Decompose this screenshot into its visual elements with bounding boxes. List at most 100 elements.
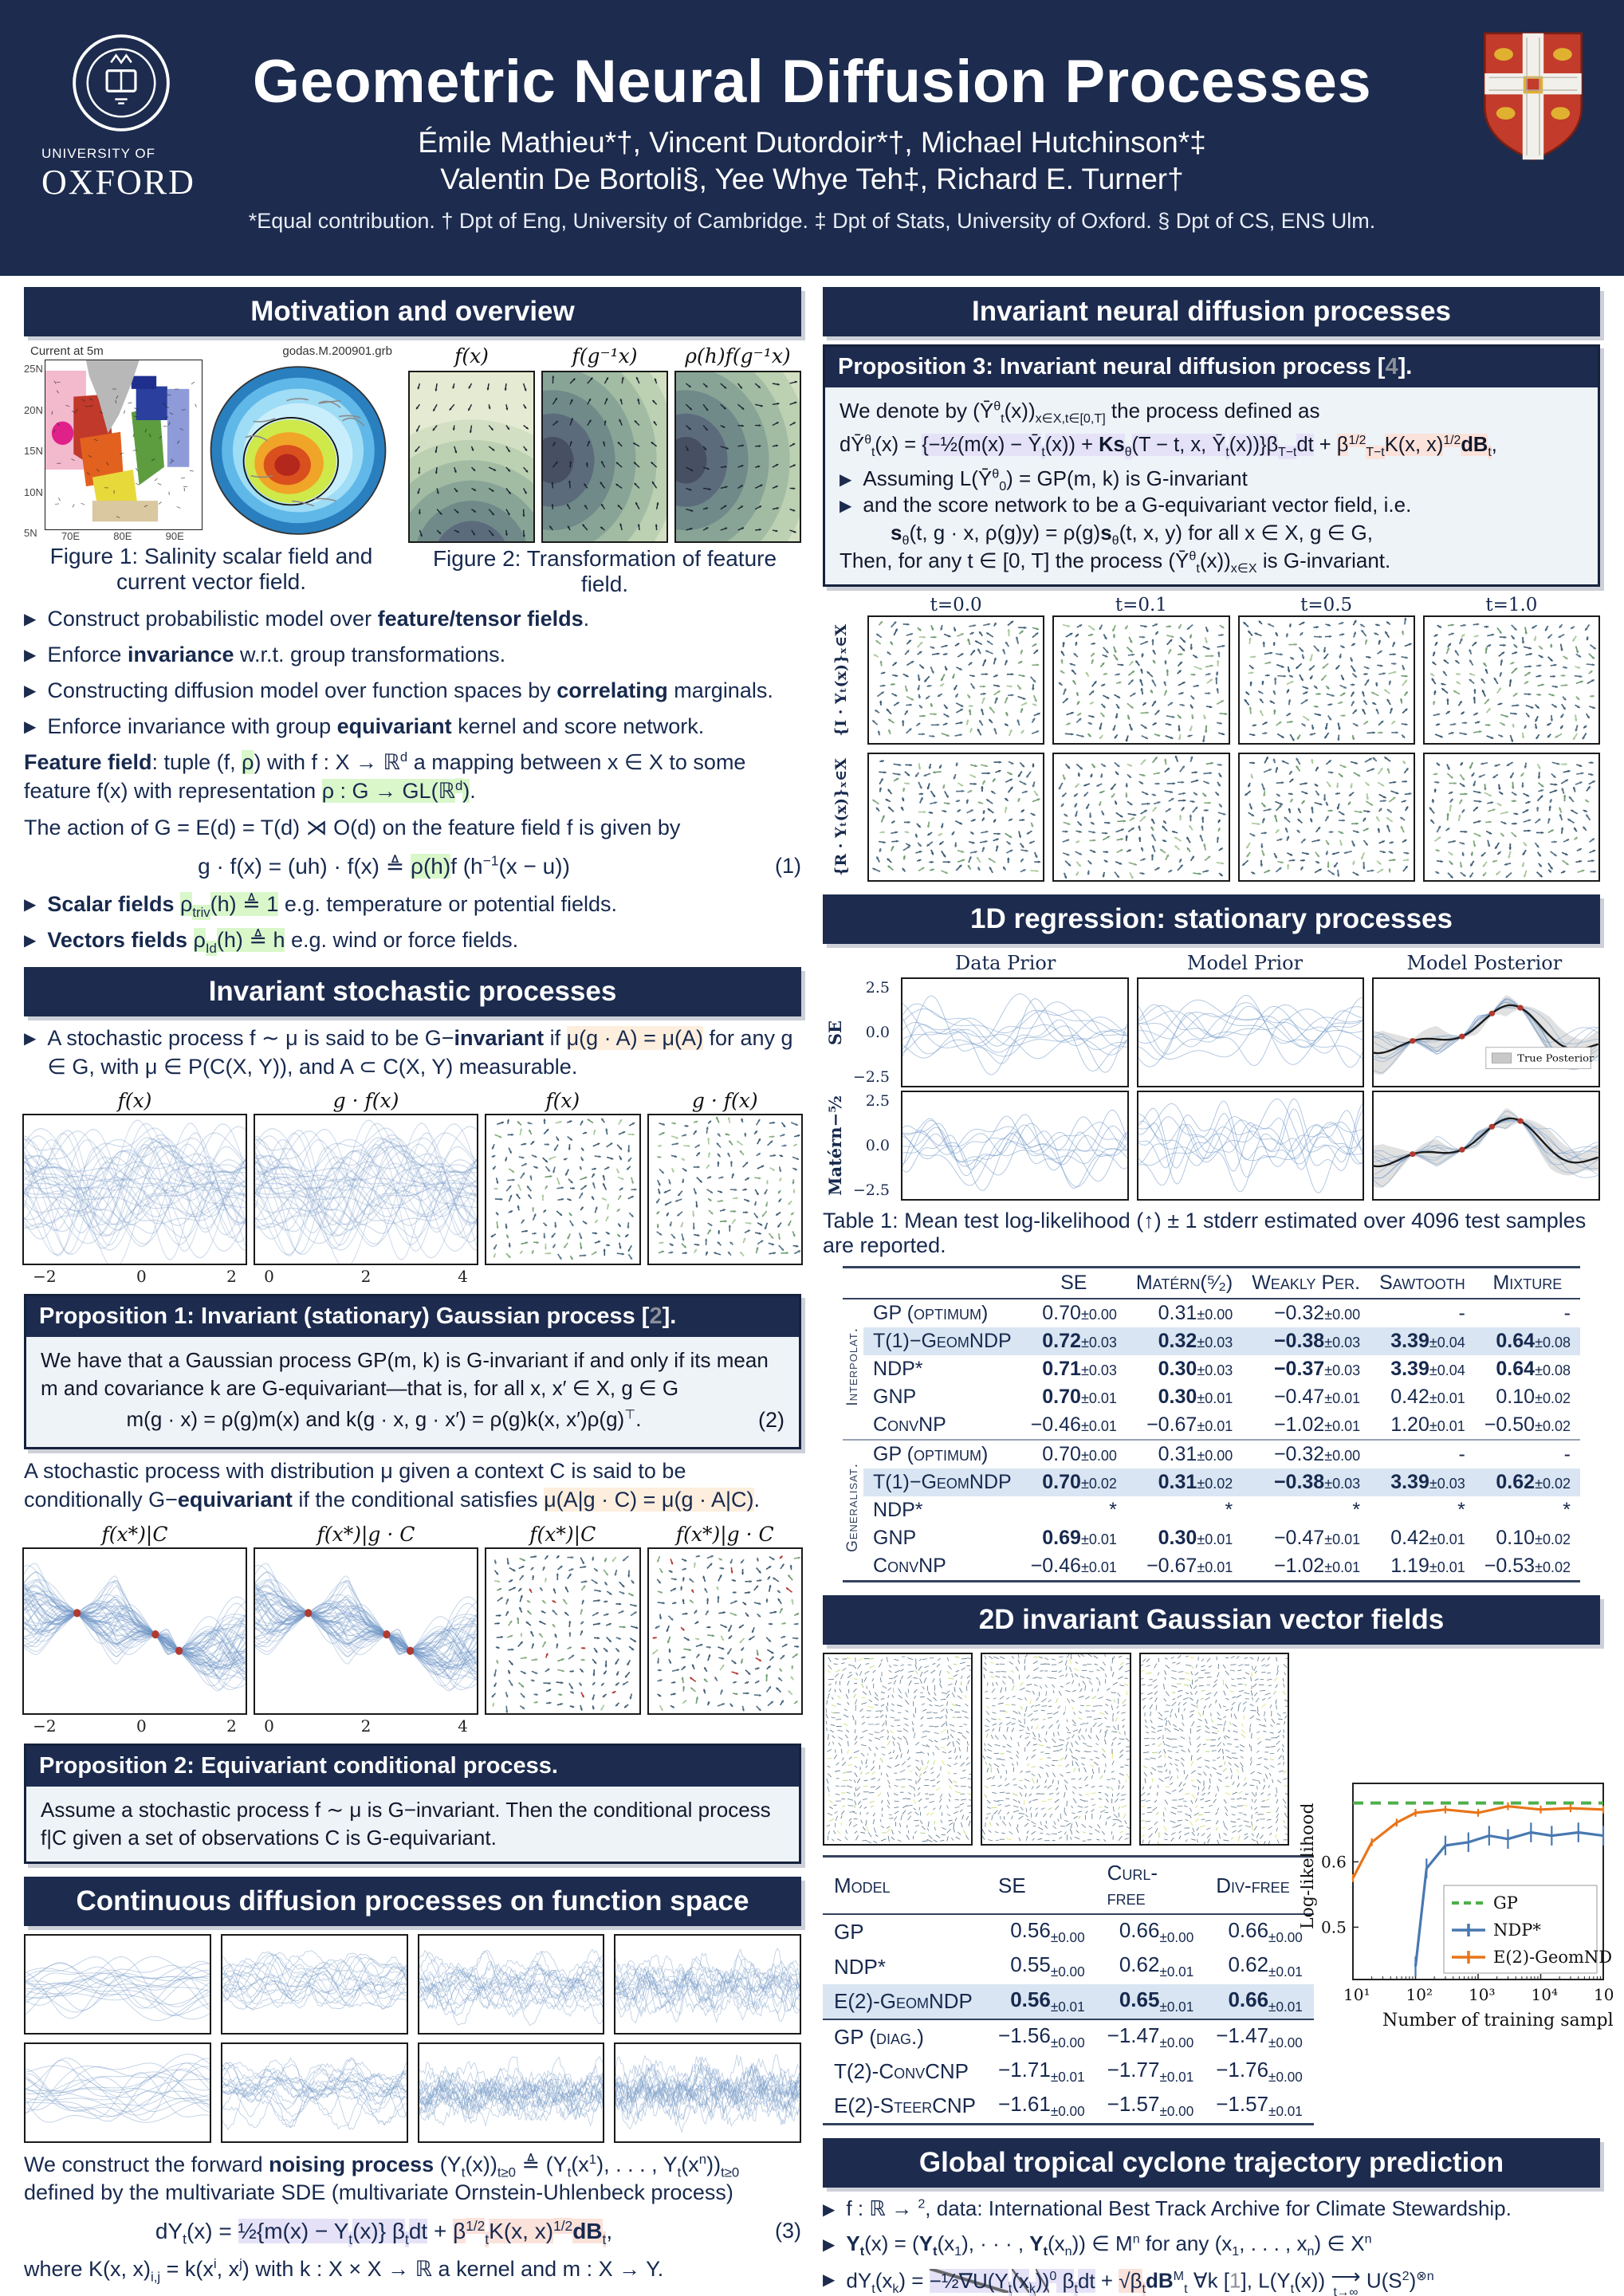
right-column: Invariant neural diffusion processes Pro… bbox=[823, 287, 1624, 2296]
vector-transformed-panel bbox=[647, 1113, 803, 1265]
cyclone-bullet-3: ▶ dYt(xk) = −½∇U(Yt(xk))0 βtdt + √βtdBMt … bbox=[823, 2264, 1434, 2296]
panel-title: f(x*)|C bbox=[101, 1522, 168, 1546]
quiver-panel-t0 bbox=[867, 615, 1045, 745]
salinity-panel bbox=[44, 360, 203, 530]
cambridge-crest-icon bbox=[1480, 29, 1586, 168]
group-action-paragraph: The action of G = E(d) = T(d) ⋊ O(d) on … bbox=[24, 815, 681, 839]
regression-figure: Data Prior Model Prior Model Posterior SE … bbox=[823, 952, 1601, 1201]
panel-title: f(x) bbox=[117, 1088, 152, 1112]
time-labels: t=0.0 t=0.1 t=0.5 t=1.0 bbox=[930, 595, 1538, 616]
diffusion-panel bbox=[24, 1933, 211, 2035]
matern-data-prior-panel bbox=[901, 1091, 1129, 1201]
matern-row-label: Matérn−⁵⁄₂ bbox=[824, 1095, 845, 1197]
proposition-3-intro: We denote by (Ȳθt(x))x∈X,t∈[0,T] the pro… bbox=[840, 399, 1320, 427]
bullet-triangle-icon: ▶ bbox=[840, 470, 852, 489]
diffusion-panel bbox=[24, 2042, 211, 2143]
feature-field-paragraph: Feature field: tuple (f, ρ) with f : X →… bbox=[24, 749, 746, 803]
oxford-logo: UNIVERSITY OF OXFORD bbox=[41, 32, 201, 202]
panel-title: f(x*)|C bbox=[529, 1522, 596, 1546]
matern-model-posterior-panel bbox=[1372, 1091, 1601, 1201]
identity-row: {I · Yₜ(x)}ₓ∈X bbox=[823, 615, 1600, 745]
citation-4: 4 bbox=[1385, 354, 1398, 379]
equation-2: m(g · x) = ρ(g)m(x) and k(g · x, g · x′)… bbox=[41, 1402, 785, 1437]
diffusion-panel bbox=[220, 2042, 408, 2143]
proposition-1-title: Proposition 1: Invariant (stationary) Ga… bbox=[26, 1295, 799, 1337]
vector-prior-panel bbox=[485, 1113, 641, 1265]
fig2-title-3: ρ(h)f(g⁻¹x) bbox=[685, 344, 791, 368]
conditional-scalar-panel bbox=[22, 1547, 247, 1715]
bullet-triangle-icon: ▶ bbox=[24, 718, 37, 737]
bullet-triangle-icon: ▶ bbox=[24, 896, 37, 914]
panel-title: f(x*)|g · C bbox=[317, 1522, 415, 1546]
geometric-rate-bullet: ▶Yt(x) → N(m(x), K(x, x)) with geometric… bbox=[24, 2292, 801, 2296]
panel-title: g · f(x) bbox=[332, 1088, 399, 1112]
equation-2-number: (2) bbox=[758, 1407, 784, 1432]
diffusion-panel bbox=[417, 1933, 605, 2035]
vector-field-samples bbox=[823, 1653, 1289, 1846]
identity-row-label: {I · Yₜ(x)}ₓ∈X bbox=[832, 623, 850, 737]
fig2-title-2: f(g⁻¹x) bbox=[572, 344, 638, 368]
x-axis: −2 0 2 bbox=[33, 1266, 237, 1286]
prop3-bullet-2: ▶ and the score network to be a G-equivar… bbox=[840, 493, 1412, 517]
salinity-yaxis: 25N 20N 15N 10N 5N bbox=[24, 363, 43, 539]
se-model-prior-panel bbox=[1136, 977, 1365, 1088]
motivation-bullet-2: ▶ Enforce invariance w.r.t. group transfo… bbox=[24, 643, 506, 667]
bullet-triangle-icon: ▶ bbox=[823, 2236, 836, 2255]
invariant-heading: Invariant stochastic processes bbox=[24, 967, 801, 1017]
quiver-panel-t01 bbox=[1052, 615, 1230, 745]
proposition-2-body: Assume a stochastic process f ∼ μ is G−i… bbox=[41, 1797, 771, 1850]
poster-header: UNIVERSITY OF OXFORD Geometric Neural Di… bbox=[0, 0, 1624, 276]
se-row: SE 2.5 0.0 −2.5 True Posterior bbox=[823, 977, 1601, 1088]
scalar-prior-panel bbox=[22, 1113, 247, 1265]
feature-field-panel-1 bbox=[408, 371, 535, 543]
motivation-bullet-3: ▶ Constructing diffusion model over funct… bbox=[24, 678, 773, 703]
fields2d-right: 10¹10²10³10⁴10⁵0.50.6GPNDP*E(2)-GeomNDPL… bbox=[1298, 1653, 1624, 2125]
y-ticks: 2.5 0.0 −2.5 bbox=[852, 979, 890, 1087]
invariant-definition-bullet: ▶ A stochastic process f ∼ μ is said to b… bbox=[24, 1026, 793, 1079]
section-1d-regression: 1D regression: stationary processes Data… bbox=[823, 894, 1601, 1583]
regression-column-titles: Data Prior Model Prior Model Posterior bbox=[954, 952, 1563, 975]
section-neural-diffusion: Invariant neural diffusion processes Pro… bbox=[823, 287, 1600, 883]
matern-row: Matérn−⁵⁄₂ 2.5 0.0 −2.5 bbox=[823, 1091, 1601, 1201]
bullet-triangle-icon: ▶ bbox=[24, 647, 37, 665]
rotation-row-label: {R · Yₜ(x)}ₓ∈X bbox=[832, 758, 850, 877]
equation-1-number: (1) bbox=[775, 854, 801, 879]
prop3-score-condition: sθ(t, g · x, ρ(g)y) = ρ(g)sθ(t, x, y) fo… bbox=[891, 521, 1373, 548]
bullet-triangle-icon: ▶ bbox=[24, 932, 37, 950]
prop3-bullet-1: ▶ Assuming L(Ȳθ0) = GP(m, k) is G-invaria… bbox=[840, 466, 1248, 493]
scalar-transformed-panel bbox=[254, 1113, 478, 1265]
quiver-panel-rt0 bbox=[867, 753, 1045, 883]
salinity-xaxis: 70E 80E 90E bbox=[61, 530, 184, 542]
proposition-3-title: Proposition 3: Invariant neural diffusio… bbox=[825, 347, 1598, 387]
salinity-map: 25N 20N 15N 10N 5N 70E 80E 90E bbox=[24, 360, 203, 542]
proposition-1-body: We have that a Gaussian process GP(m, k)… bbox=[41, 1347, 769, 1400]
feature-field-panel-3 bbox=[674, 371, 801, 543]
cyclone-bullet-2: ▶ Yt(x) = (Yt(x1), · · · , Yt(xn)) ∈ Mn f… bbox=[823, 2231, 1372, 2259]
matern-model-prior-panel bbox=[1136, 1091, 1365, 1201]
log-likelihood-chart: 10¹10²10³10⁴10⁵0.50.6GPNDP*E(2)-GeomNDPL… bbox=[1298, 1772, 1624, 2039]
y-ticks: 2.5 0.0 −2.5 bbox=[852, 1092, 890, 1200]
panel-title: f(x) bbox=[545, 1088, 580, 1112]
figure-2-caption: Figure 2: Transformation of feature fiel… bbox=[432, 546, 777, 596]
bullet-triangle-icon: ▶ bbox=[24, 611, 37, 628]
quiver-panel-rt1 bbox=[1422, 753, 1600, 883]
cyclone-heading: Global tropical cyclone trajectory predi… bbox=[823, 2138, 1600, 2188]
neural-heading: Invariant neural diffusion processes bbox=[823, 287, 1600, 336]
affiliations: *Equal contribution. † Dpt of Eng, Unive… bbox=[248, 209, 1376, 234]
section-2d-fields: 2D invariant Gaussian vector fields Mode… bbox=[823, 1595, 1624, 2126]
noising-process-paragraph: We construct the forward noising process… bbox=[24, 2151, 740, 2205]
conditional-paragraph: A stochastic process with distribution μ… bbox=[24, 1459, 761, 1512]
vector-field-panel-2 bbox=[981, 1653, 1131, 1846]
table-1-caption: Table 1: Mean test log-likelihood (↑) ± … bbox=[823, 1209, 1587, 1258]
continuous-heading: Continuous diffusion processes on functi… bbox=[24, 1876, 801, 1926]
cyclone-bullet-1: ▶ f : ℝ → 2, data: International Best Tra… bbox=[823, 2196, 1512, 2221]
authors-line-2: Valentin De Bortoli§, Yee Whye Teh‡, Ric… bbox=[440, 163, 1184, 195]
proposition-3-equation: dȲθt(x) = {−½(m(x) − Ȳt(x)) + Ksθ(T − t,… bbox=[840, 433, 1497, 460]
fields2d-left: Model SE Curl-free Div-free GP 0.56±0.00 0.66±… bbox=[823, 1653, 1314, 2126]
quiver-panel-rt05 bbox=[1237, 753, 1415, 883]
neural-diffusion-figure: t=0.0 t=0.1 t=0.5 t=1.0 {I · Yₜ(x)}ₓ∈X {R ·… bbox=[823, 595, 1600, 883]
proposition-1-box: Proposition 1: Invariant (stationary) Ga… bbox=[24, 1293, 801, 1450]
